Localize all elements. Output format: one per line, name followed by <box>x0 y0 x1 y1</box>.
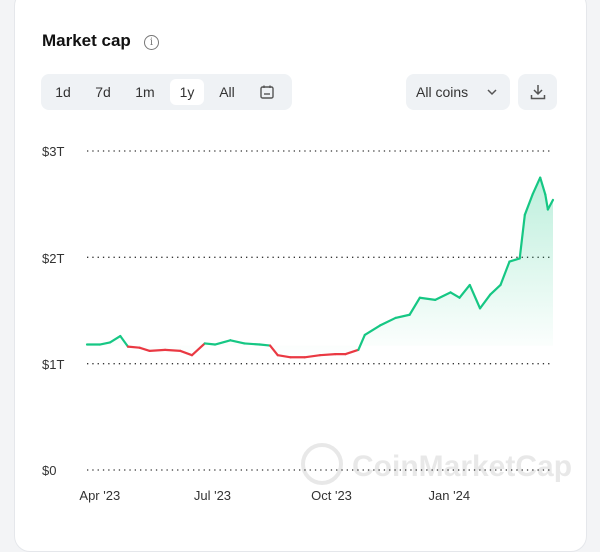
series-segment <box>303 354 322 359</box>
series-segment <box>276 354 292 359</box>
chevron-down-icon <box>487 89 497 96</box>
series-segment <box>363 324 382 337</box>
series-segment <box>539 176 547 196</box>
series-segment <box>213 339 232 346</box>
download-button[interactable] <box>518 74 557 110</box>
y-tick-label: $3T <box>42 144 65 159</box>
series-segment <box>408 296 421 316</box>
coin-filter-value: All coins <box>416 84 469 100</box>
series-segment <box>138 346 151 353</box>
series-segment <box>243 342 261 346</box>
x-tick-label: Jul '23 <box>193 488 232 503</box>
series-segment <box>523 193 534 216</box>
series-segment <box>203 342 217 346</box>
y-tick-label: $2T <box>42 251 65 266</box>
series-segment <box>258 343 272 347</box>
series-segment <box>379 316 397 327</box>
series-segment <box>229 339 246 345</box>
info-icon[interactable]: i <box>144 35 159 50</box>
download-icon <box>530 85 546 100</box>
range-1d[interactable]: 1d <box>55 84 71 100</box>
coin-filter-dropdown[interactable]: All coins <box>406 74 510 110</box>
range-1y[interactable]: 1y <box>170 79 204 105</box>
page-title: Market cap <box>42 31 131 50</box>
series-segment <box>394 313 411 320</box>
range-1m[interactable]: 1m <box>135 84 155 100</box>
calendar-button[interactable] <box>253 79 281 105</box>
market-cap-chart: CoinMarketCap <box>85 150 572 485</box>
x-tick-label: Oct '23 <box>311 488 352 503</box>
range-all[interactable]: All <box>219 84 235 100</box>
watermark: CoinMarketCap <box>301 443 572 485</box>
series-segment <box>468 283 482 310</box>
series-segment <box>163 348 182 353</box>
series-segment <box>344 348 360 356</box>
series-segment <box>179 349 194 357</box>
series-segment <box>98 341 112 346</box>
series-segment <box>434 291 452 301</box>
series-segment <box>148 348 167 353</box>
range-selector: 1d 7d 1m 1y All <box>41 74 292 110</box>
series-segment <box>531 176 542 196</box>
series-segment <box>318 352 337 357</box>
series-segment <box>268 344 279 357</box>
y-tick-label: $0 <box>42 463 57 478</box>
range-7d[interactable]: 7d <box>95 84 111 100</box>
x-tick-label: Apr '23 <box>79 488 121 503</box>
watermark-text: CoinMarketCap <box>352 450 572 483</box>
y-tick-label: $1T <box>42 357 65 372</box>
series-segment <box>489 283 502 296</box>
series-segment <box>119 334 130 348</box>
series-segment <box>499 260 511 287</box>
series-segment <box>108 334 122 344</box>
series-segment <box>458 283 471 299</box>
series-segment <box>357 333 366 351</box>
series-segment <box>449 291 461 299</box>
series-segment <box>190 342 206 357</box>
series-segment <box>478 293 492 310</box>
series-segment <box>126 345 141 349</box>
series-segment <box>418 296 437 301</box>
series-segment <box>508 257 521 263</box>
x-tick-label: Jan '24 <box>428 488 471 503</box>
series-segment <box>544 193 549 211</box>
series-segment <box>518 213 526 260</box>
area-fill <box>87 177 553 358</box>
series-segment <box>546 198 555 211</box>
calendar-icon <box>260 85 274 99</box>
